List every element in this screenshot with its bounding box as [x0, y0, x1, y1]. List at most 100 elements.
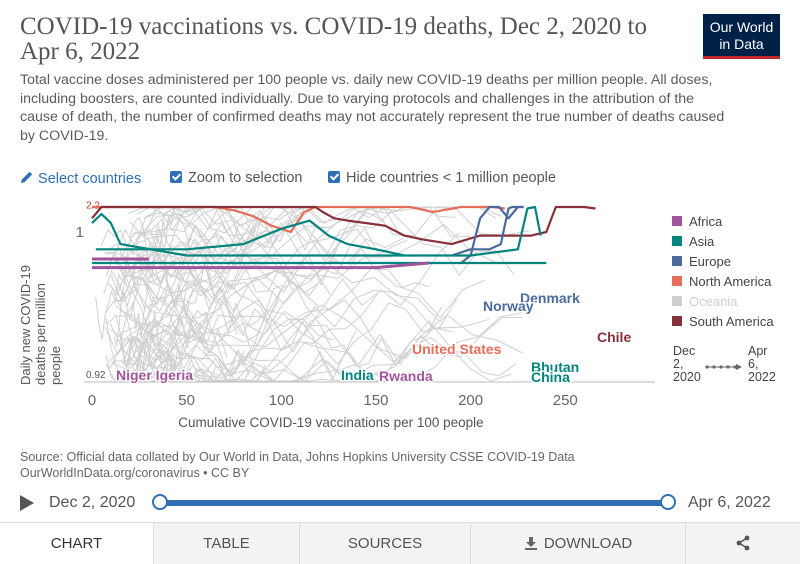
background-line [119, 310, 512, 382]
x-tick-label: 150 [363, 392, 388, 409]
background-line [110, 284, 357, 382]
background-line [133, 285, 458, 382]
chart-subtitle: Total vaccine doses administered per 100… [20, 72, 725, 144]
timeline-start-handle[interactable] [152, 494, 168, 510]
series-line-chile[interactable] [91, 205, 596, 246]
legend-label[interactable]: Asia [689, 234, 715, 249]
legend-label[interactable]: Europe [689, 254, 731, 269]
series-label-denmark: Denmark [520, 290, 580, 306]
legend-label[interactable]: Oceania [689, 294, 738, 309]
time-legend-arrow [736, 364, 742, 370]
legend-label[interactable]: South America [689, 314, 774, 329]
time-legend-start: Dec 2, 2020 [673, 344, 701, 384]
checkbox-checked-icon [170, 171, 182, 183]
checkbox-checked-icon [328, 171, 340, 183]
background-line [104, 251, 334, 382]
source-note: Source: Official data collated by Our Wo… [20, 450, 575, 481]
background-line [106, 335, 218, 382]
chart-plot[interactable]: 0 50 100 150 200 250 1 Cumulative COVID-19 vacc… [0, 195, 800, 435]
timeline-end-label: Apr 6, 2022 [688, 494, 771, 511]
series-label-india: India [341, 367, 374, 383]
legend-label[interactable]: Africa [689, 214, 723, 229]
logo-line-2: in Data [719, 36, 764, 52]
hide-small-label: Hide countries < 1 million people [346, 170, 556, 186]
background-line [147, 314, 523, 382]
axes: 0 50 100 150 200 250 1 Cumulative COVID-19 vacc… [18, 198, 655, 430]
owid-logo[interactable]: Our World in Data [703, 14, 780, 59]
pencil-icon [21, 171, 33, 183]
zoom-to-selection-checkbox[interactable]: Zoom to selection [170, 170, 302, 186]
tab-table[interactable]: TABLE [153, 523, 299, 564]
source-line: Source: Official data collated by Our Wo… [20, 450, 575, 464]
annotation-text: 2.2 [86, 200, 100, 211]
legend: Africa Asia Europe North America Oceania Sout… [672, 214, 776, 384]
download-icon [524, 537, 537, 550]
y-value-annotation: 2.2 [84, 198, 108, 212]
series-label-rwanda: Rwanda [379, 368, 433, 384]
timeline-end-handle[interactable] [660, 494, 676, 510]
legend-swatch [672, 236, 682, 246]
series-label-bhutan: Bhutan [531, 359, 579, 375]
x-tick-label: 0 [88, 392, 96, 409]
share-button[interactable] [685, 523, 800, 564]
play-icon[interactable] [20, 495, 34, 511]
background-line [126, 222, 372, 308]
download-label: DOWNLOAD [543, 535, 633, 552]
background-line [105, 313, 209, 383]
background-line [117, 251, 283, 327]
select-countries-button[interactable]: Select countries [20, 170, 141, 187]
tab-sources[interactable]: SOURCES [299, 523, 470, 564]
x-tick-label: 100 [269, 392, 294, 409]
source-link[interactable]: OurWorldInData.org/coronavirus • CC BY [20, 465, 250, 480]
select-countries-label: Select countries [38, 171, 142, 187]
background-line [131, 312, 523, 382]
series-line-norway[interactable] [460, 205, 524, 264]
tab-download[interactable]: DOWNLOAD [470, 523, 685, 564]
y-value-annotation: 0.92 [84, 368, 108, 381]
x-tick-label: 200 [458, 392, 483, 409]
series-line-bhutan[interactable] [91, 205, 542, 257]
background-line [150, 223, 498, 351]
time-legend-dot [726, 365, 730, 369]
tab-bar: CHART TABLE SOURCES DOWNLOAD [0, 522, 800, 564]
tab-chart[interactable]: CHART [0, 523, 153, 564]
x-tick-label: 50 [178, 392, 195, 409]
background-line [114, 216, 168, 305]
background-line [106, 251, 267, 354]
background-line [136, 316, 523, 379]
time-legend-end: Apr 6, 2022 [748, 344, 776, 384]
share-icon [736, 535, 750, 551]
time-legend-dot [733, 365, 737, 369]
timeline-start-label: Dec 2, 2020 [49, 494, 136, 511]
time-legend-dot [719, 365, 723, 369]
timeline: Dec 2, 2020 Apr 6, 2022 [0, 490, 800, 516]
background-line [104, 210, 385, 376]
background-line [110, 227, 408, 376]
series-label-china: China [531, 369, 570, 385]
legend-swatch [672, 316, 682, 326]
legend-swatch [672, 216, 682, 226]
hide-small-countries-checkbox[interactable]: Hide countries < 1 million people [328, 170, 556, 186]
y-axis-title: Daily new COVID-19deaths per millionpeop… [18, 265, 63, 385]
series-line-india[interactable] [95, 219, 405, 257]
series-line-rwanda[interactable] [92, 261, 430, 270]
background-line [110, 274, 250, 376]
series-layer [91, 205, 596, 270]
time-legend-dot [712, 365, 716, 369]
background-line [122, 311, 257, 382]
zoom-label: Zoom to selection [188, 170, 303, 186]
legend-swatch [672, 276, 682, 286]
background-line [109, 299, 280, 382]
annotation-text: 0.92 [86, 370, 106, 381]
legend-label[interactable]: North America [689, 274, 772, 289]
timeline-track[interactable] [160, 500, 668, 506]
background-line [120, 294, 378, 382]
series-label-chile: Chile [597, 329, 631, 345]
time-legend-dot [705, 365, 709, 369]
series-label-norway: Norway [483, 298, 534, 314]
x-tick-label: 250 [553, 392, 578, 409]
background-line [114, 229, 257, 331]
legend-swatch [672, 296, 682, 306]
annotation-bg [84, 368, 108, 381]
